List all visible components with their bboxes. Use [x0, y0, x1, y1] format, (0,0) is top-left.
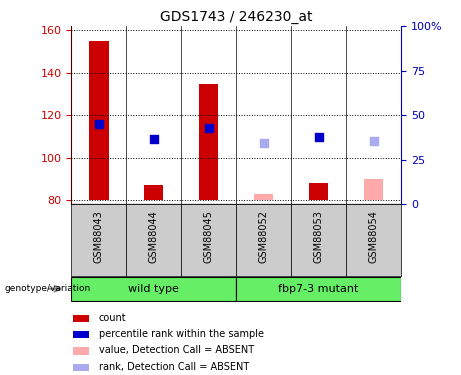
Point	[205, 125, 213, 131]
Point	[315, 134, 322, 140]
Bar	[73, 347, 89, 355]
Bar	[309, 183, 328, 200]
Text: GSM88054: GSM88054	[369, 210, 378, 263]
Bar	[346, 204, 401, 276]
Bar	[71, 204, 126, 276]
Bar	[144, 185, 164, 200]
Text: genotype/variation: genotype/variation	[5, 284, 91, 293]
Text: percentile rank within the sample: percentile rank within the sample	[99, 329, 264, 339]
Bar	[236, 204, 291, 276]
Text: rank, Detection Call = ABSENT: rank, Detection Call = ABSENT	[99, 362, 249, 372]
Bar	[199, 84, 219, 200]
Bar	[73, 331, 89, 338]
Bar	[181, 204, 236, 276]
Text: GSM88045: GSM88045	[204, 210, 214, 263]
Bar	[89, 41, 108, 200]
Text: GSM88052: GSM88052	[259, 210, 269, 263]
Bar	[236, 277, 401, 301]
Bar	[71, 277, 236, 301]
Point	[370, 138, 377, 144]
Text: count: count	[99, 313, 126, 322]
Text: fbp7-3 mutant: fbp7-3 mutant	[278, 284, 359, 294]
Bar	[73, 315, 89, 322]
Bar	[364, 179, 383, 200]
Text: wild type: wild type	[129, 284, 179, 294]
Point	[150, 136, 158, 142]
Bar	[291, 204, 346, 276]
Text: GSM88043: GSM88043	[94, 210, 104, 263]
Bar	[126, 204, 181, 276]
Text: value, Detection Call = ABSENT: value, Detection Call = ABSENT	[99, 345, 254, 355]
Point	[260, 140, 267, 146]
Text: GSM88044: GSM88044	[149, 210, 159, 263]
Text: GSM88053: GSM88053	[313, 210, 324, 263]
Point	[95, 121, 103, 127]
Bar	[254, 194, 273, 200]
Title: GDS1743 / 246230_at: GDS1743 / 246230_at	[160, 10, 313, 24]
Bar	[73, 364, 89, 371]
